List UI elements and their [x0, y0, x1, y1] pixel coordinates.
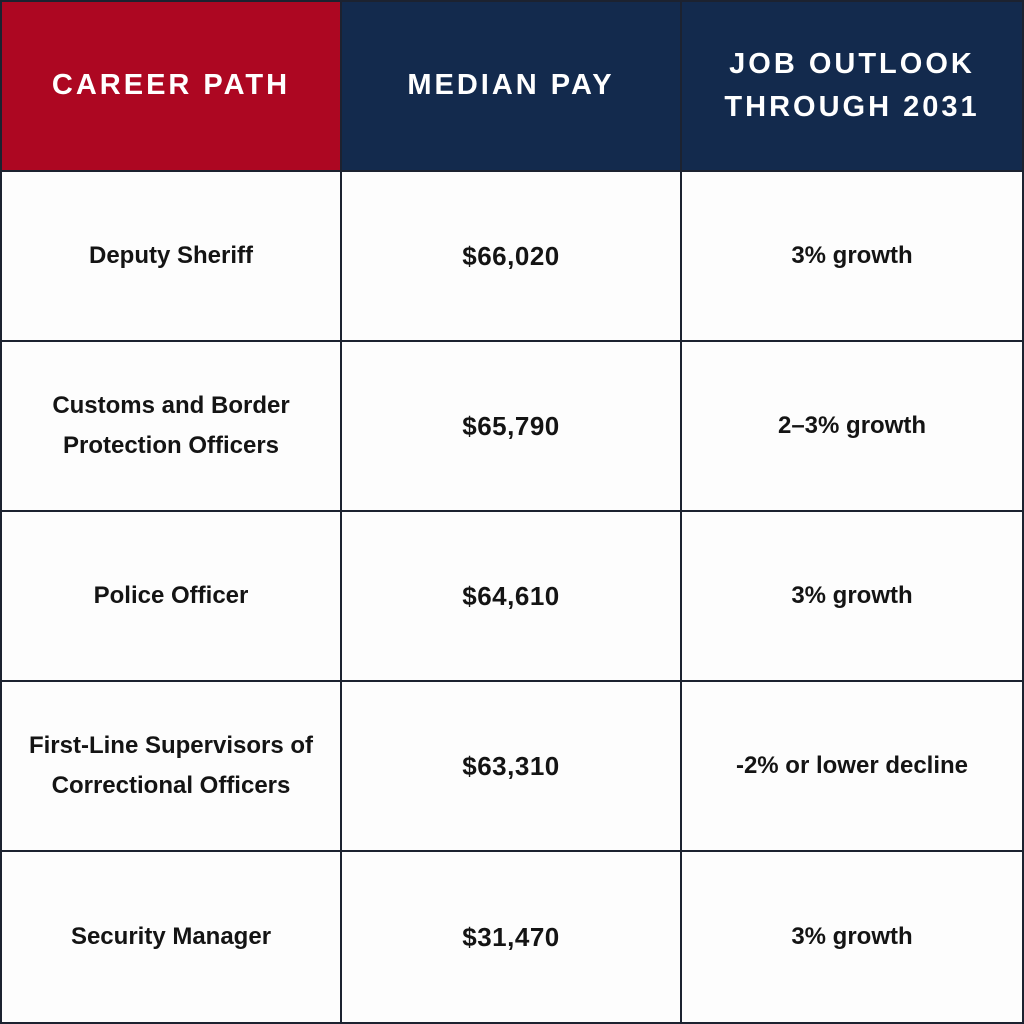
pay-cell: $64,610 [342, 512, 682, 682]
outlook-cell: 3% growth [682, 852, 1022, 1022]
outlook-cell: 2–3% growth [682, 342, 1022, 512]
header-median-pay: MEDIAN PAY [342, 2, 682, 172]
header-job-outlook: JOB OUTLOOK THROUGH 2031 [682, 2, 1022, 172]
pay-cell: $65,790 [342, 342, 682, 512]
career-cell: Deputy Sheriff [2, 172, 342, 342]
outlook-cell: 3% growth [682, 172, 1022, 342]
pay-cell: $66,020 [342, 172, 682, 342]
pay-cell: $63,310 [342, 682, 682, 852]
header-career-path: CAREER PATH [2, 2, 342, 172]
career-cell: Security Manager [2, 852, 342, 1022]
pay-cell: $31,470 [342, 852, 682, 1022]
career-cell: Police Officer [2, 512, 342, 682]
career-cell: Customs and Border Protection Officers [2, 342, 342, 512]
career-cell: First-Line Supervisors of Correctional O… [2, 682, 342, 852]
outlook-cell: -2% or lower decline [682, 682, 1022, 852]
outlook-cell: 3% growth [682, 512, 1022, 682]
